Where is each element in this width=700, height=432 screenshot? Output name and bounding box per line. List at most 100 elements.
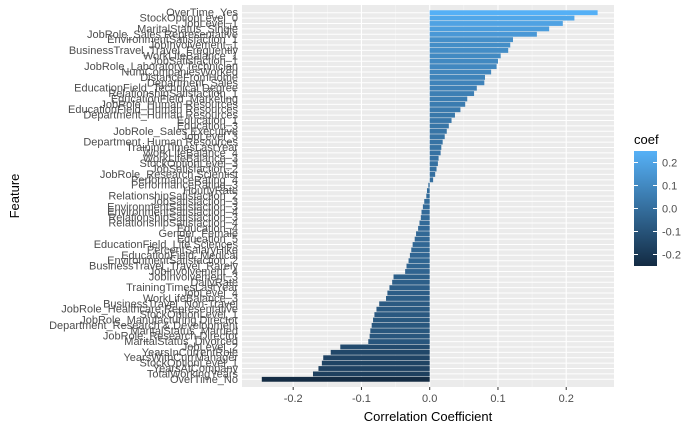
y-tick-label: HourlyRate xyxy=(183,185,238,197)
y-tick-label: PercentSalaryHike xyxy=(147,244,238,256)
y-tick-label: EducationField_Medical xyxy=(121,250,238,262)
bar xyxy=(371,322,430,328)
bar xyxy=(429,48,509,53)
bar xyxy=(261,376,430,382)
bar xyxy=(409,252,430,258)
bar xyxy=(429,42,511,48)
bar xyxy=(373,317,430,323)
y-tick-label: DistanceFromHome xyxy=(140,72,238,84)
legend-tick-label: 0.0 xyxy=(662,204,677,216)
bar xyxy=(392,279,430,285)
x-tick-label: -0.1 xyxy=(352,393,371,405)
bar xyxy=(374,312,430,318)
y-tick-label: JobInvolvement_4 xyxy=(149,266,238,278)
bar xyxy=(376,306,430,312)
y-tick-label: EducationField_Technical Degree xyxy=(74,83,238,95)
y-tick-label: EnvironmentSatisfaction_3 xyxy=(107,201,238,213)
y-tick-label: Department_Human Resources xyxy=(83,110,238,122)
bar xyxy=(429,107,461,113)
bar xyxy=(429,139,443,145)
bar xyxy=(429,123,449,129)
bar xyxy=(429,64,497,70)
y-tick-label: BusinessTravel_Travel_Frequently xyxy=(69,45,239,57)
y-tick-label: TrainingTimesLastYear xyxy=(126,142,238,154)
y-axis-title: Feature xyxy=(7,174,22,219)
bar xyxy=(389,285,430,291)
bar xyxy=(321,360,430,366)
legend-tick-label: -0.1 xyxy=(662,227,681,239)
bar xyxy=(421,209,430,215)
bar xyxy=(429,145,442,150)
y-tick-label: OverTime_No xyxy=(170,374,238,386)
y-tick-label: PerformanceRating_3 xyxy=(131,180,238,192)
y-tick-label: YearsInCurrentRole xyxy=(142,347,238,359)
bar xyxy=(429,80,485,86)
bar xyxy=(411,247,430,253)
y-tick-label: JobRole_Research Director xyxy=(103,331,238,343)
bar xyxy=(429,134,445,140)
bar xyxy=(387,290,430,296)
bar xyxy=(416,231,430,237)
bar xyxy=(429,15,575,21)
bar xyxy=(429,166,437,172)
x-tick-label: 0.2 xyxy=(559,393,574,405)
bar xyxy=(429,161,438,167)
y-tick-label: MaritalStatus_Married xyxy=(130,325,238,337)
y-tick-label: MaritalStatus_Single xyxy=(137,23,238,35)
y-tick-label: Department_Sales xyxy=(147,77,239,89)
legend-tick-label: 0.1 xyxy=(662,181,677,193)
y-tick-label: BusinessTravel_Non-Travel xyxy=(103,298,238,310)
bar xyxy=(426,188,430,194)
legend-tick-label: -0.2 xyxy=(662,250,681,262)
bar xyxy=(429,128,447,134)
bar xyxy=(429,155,439,161)
y-tick-label: JobRole_Laboratory Technician xyxy=(84,61,238,73)
y-tick-label: JobRole_Healthcare Representative xyxy=(61,304,238,316)
y-tick-label: StockOptionLevel_0 xyxy=(140,13,238,25)
bar xyxy=(408,258,430,264)
y-tick-label: EducationField_Marketing xyxy=(111,93,238,105)
y-tick-label: WorkLifeBalance_1 xyxy=(143,50,238,62)
y-tick-labels: OverTime_YesStockOptionLevel_0JobLevel_1… xyxy=(49,7,238,386)
legend-title: coef xyxy=(634,132,659,147)
y-tick-label: JobRole_Sales Executive xyxy=(113,126,238,138)
color-legend: coef 0.2 0.1 0.0 -0.1 -0.2 xyxy=(634,132,681,266)
y-tick-label: DailyRate xyxy=(190,277,238,289)
bar xyxy=(318,366,430,371)
y-tick-label: BusinessTravel_Travel_Rarely xyxy=(89,261,238,273)
bar xyxy=(340,344,430,350)
bar xyxy=(424,198,430,204)
x-tick-label: 0.0 xyxy=(422,393,437,405)
bar xyxy=(429,150,441,156)
y-tick-label: WorkLifeBalance_3 xyxy=(143,153,238,165)
y-tick-label: Education_3 xyxy=(177,120,238,132)
y-tick-label: Education_1 xyxy=(177,115,238,127)
bar xyxy=(429,74,485,80)
y-tick-label: JobSatisfaction_2 xyxy=(151,164,238,176)
bar xyxy=(422,204,430,210)
bar xyxy=(429,118,452,123)
bar xyxy=(429,177,434,183)
y-tick-label: RelationshipSatisfaction_1 xyxy=(108,88,238,100)
bar xyxy=(428,182,430,188)
bar xyxy=(429,85,477,91)
bar xyxy=(429,172,436,177)
y-tick-label: StockOptionLevel_1 xyxy=(140,358,238,370)
x-axis-title: Correlation Coefficient xyxy=(364,409,493,424)
bar xyxy=(412,242,430,247)
y-tick-label: NumCompaniesWorked xyxy=(121,67,238,79)
bar xyxy=(429,31,537,37)
y-tick-label: TrainingTimesLastYear xyxy=(126,282,238,294)
bar xyxy=(330,349,430,355)
y-tick-label: Department_Research & Development xyxy=(49,320,238,332)
y-tick-label: JobRole_Research Scientist xyxy=(100,169,238,181)
legend-ticks: 0.2 0.1 0.0 -0.1 -0.2 xyxy=(634,158,681,262)
y-tick-label: Education_5 xyxy=(177,234,238,246)
y-tick-label: EnvironmentSatisfaction_2 xyxy=(107,255,238,267)
y-tick-label: EducationField_Human Resources xyxy=(68,104,238,116)
bar xyxy=(429,10,598,16)
bar xyxy=(379,301,430,307)
x-tick-label: 0.1 xyxy=(490,393,505,405)
bar xyxy=(429,69,492,75)
